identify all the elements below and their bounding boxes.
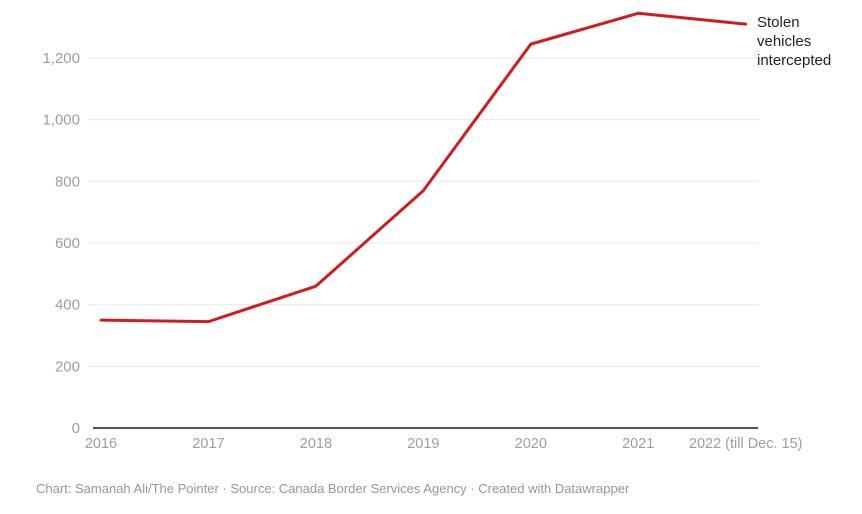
y-tick-label: 800 bbox=[55, 173, 80, 190]
x-tick-label: 2018 bbox=[300, 436, 332, 452]
chart-canvas: 0 200 400 600 800 1,000 1,200 2016 2017 2018 2019 2… bbox=[42, 11, 803, 452]
y-tick-label: 1,200 bbox=[42, 50, 80, 67]
y-tick-label: 0 bbox=[72, 420, 80, 437]
series-annotation-label: Stolen vehicles intercepted bbox=[757, 14, 832, 69]
y-tick-label: 600 bbox=[55, 235, 80, 252]
data-line-stolen-vehicles bbox=[99, 11, 748, 324]
x-tick-label: 2021 bbox=[622, 436, 654, 452]
x-tick-label: 2019 bbox=[407, 436, 439, 452]
x-tick-label: 2016 bbox=[85, 436, 117, 452]
y-tick-label: 400 bbox=[55, 297, 80, 314]
chart-credit-line: Chart: Samanah Ali/The Pointer · Source:… bbox=[36, 481, 630, 496]
y-tick-label: 200 bbox=[55, 358, 80, 375]
x-tick-label: 2022 (till Dec. 15) bbox=[689, 436, 803, 452]
y-tick-label: 1,000 bbox=[42, 112, 80, 129]
x-tick-label: 2017 bbox=[192, 436, 224, 452]
x-tick-label: 2020 bbox=[515, 436, 547, 452]
